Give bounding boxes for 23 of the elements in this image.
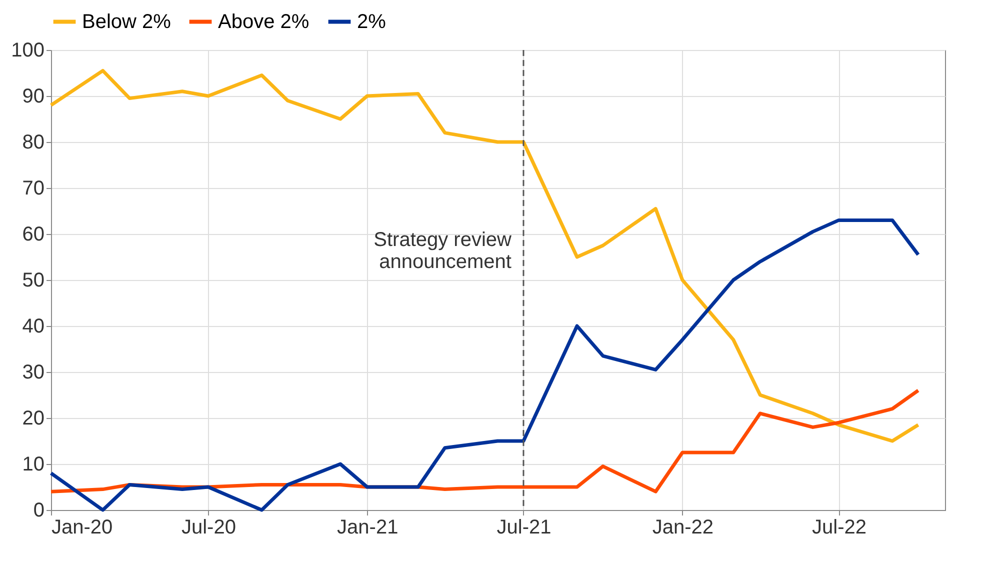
legend-label: 2% (357, 10, 386, 33)
x-tick-label: Jan-21 (337, 516, 398, 538)
line-series (49, 218, 920, 512)
legend-label: Above 2% (218, 10, 310, 33)
ref-line-label: Strategy review announcement (374, 229, 512, 273)
y-tick-label: 20 (22, 408, 44, 430)
y-tick-label: 30 (22, 362, 44, 384)
y-tick-label: 0 (33, 500, 44, 522)
y-tick-label: 10 (22, 454, 44, 476)
x-tick-label: Jan-20 (52, 516, 113, 538)
y-tick-label: 40 (22, 316, 44, 338)
x-tick-label: Jul-22 (812, 516, 866, 538)
x-tick-label: Jul-20 (181, 516, 236, 538)
y-tick-label: 70 (22, 178, 44, 200)
x-tick-label: Jan-22 (652, 516, 714, 538)
x-tick-label: Jul-21 (496, 516, 552, 538)
line-series (49, 68, 920, 443)
y-tick-label: 60 (22, 224, 44, 246)
y-tick-label: 100 (11, 40, 44, 62)
y-tick-label: 80 (22, 132, 44, 154)
y-tick-label: 90 (22, 86, 44, 108)
legend-label: Below 2% (82, 10, 172, 33)
y-tick-label: 50 (22, 270, 44, 292)
